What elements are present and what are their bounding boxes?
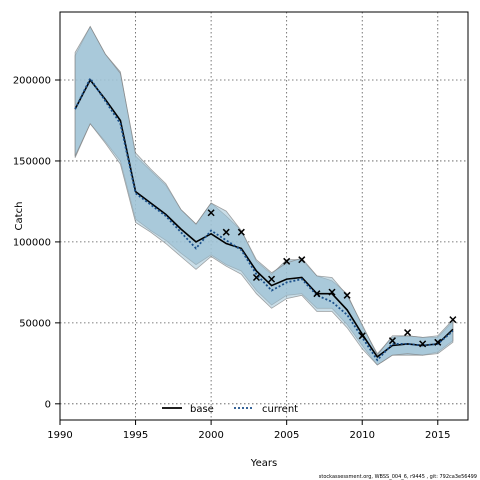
observed-point-stroke bbox=[358, 332, 366, 340]
observed-point-stroke bbox=[343, 291, 351, 299]
x-tick-label: 2010 bbox=[349, 430, 374, 441]
observed-point-stroke bbox=[237, 228, 245, 236]
observed-point-stroke bbox=[419, 340, 427, 348]
base-line bbox=[74, 78, 454, 359]
grid-lines bbox=[59, 12, 468, 420]
observed-point bbox=[388, 337, 396, 345]
observed-point bbox=[252, 273, 260, 282]
observed-point bbox=[404, 329, 412, 337]
y-tick-label: 0 bbox=[45, 399, 51, 410]
observed-point bbox=[434, 338, 442, 346]
observed-point-stroke bbox=[404, 329, 412, 337]
observed-point-stroke bbox=[388, 337, 396, 345]
current-band bbox=[74, 25, 454, 366]
observed-point-stroke bbox=[298, 256, 306, 264]
series-lines bbox=[74, 76, 454, 362]
x-tick-label: 1990 bbox=[47, 430, 72, 441]
observed-point bbox=[207, 209, 215, 217]
observed-point bbox=[313, 290, 321, 298]
observed-point bbox=[268, 275, 276, 283]
observed-point bbox=[449, 316, 457, 324]
x-tick-label: 2015 bbox=[425, 430, 450, 441]
observed-point bbox=[298, 256, 306, 264]
y-tick-label: 50000 bbox=[19, 318, 51, 329]
observed-point bbox=[343, 291, 351, 299]
observed-point-stroke bbox=[434, 338, 442, 346]
observed-point-stroke bbox=[252, 273, 260, 282]
legend-base-label: base bbox=[190, 404, 214, 415]
observed-markers bbox=[207, 209, 457, 348]
y-tick-label: 100000 bbox=[13, 237, 51, 248]
observed-point bbox=[328, 288, 336, 296]
observed-point bbox=[419, 340, 427, 348]
footer-note: stockassessment.org, WBSS_004_6, r9445 ,… bbox=[319, 474, 477, 480]
observed-point-stroke bbox=[449, 316, 457, 324]
observed-point-stroke bbox=[268, 275, 276, 283]
observed-point-stroke bbox=[283, 257, 291, 265]
observed-point bbox=[358, 332, 366, 340]
observed-point-stroke bbox=[207, 209, 215, 217]
y-tick-label: 200000 bbox=[13, 76, 51, 87]
x-tick-label: 2005 bbox=[274, 430, 299, 441]
legend: base current bbox=[162, 404, 298, 415]
x-tick-label: 2000 bbox=[198, 430, 223, 441]
x-axis-label: Years bbox=[250, 458, 277, 469]
y-axis-label: Catch bbox=[14, 202, 25, 231]
legend-current-label: current bbox=[262, 404, 298, 415]
observed-point-stroke bbox=[313, 290, 321, 298]
observed-point bbox=[222, 228, 230, 236]
observed-point-stroke bbox=[222, 228, 230, 236]
confidence-bands bbox=[74, 25, 454, 366]
y-tick-label: 150000 bbox=[13, 156, 51, 167]
axis-ticks: 1990 1995 2000 2005 2010 2015 0 50000 100000 1500… bbox=[13, 76, 451, 442]
plot-frame bbox=[59, 11, 469, 421]
observed-point-stroke bbox=[328, 288, 336, 296]
x-tick-label: 1995 bbox=[123, 430, 148, 441]
current-line bbox=[74, 76, 454, 362]
observed-point bbox=[283, 257, 291, 265]
observed-point bbox=[237, 228, 245, 236]
